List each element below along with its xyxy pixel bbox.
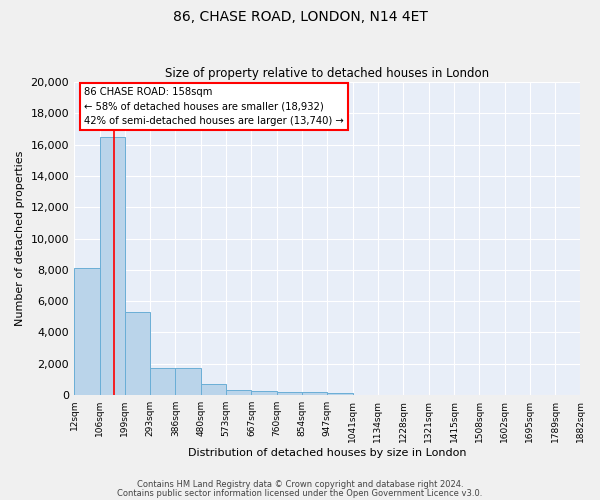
Bar (175, 368, 201, 395)
Bar (74, 268, 100, 395)
Text: Contains HM Land Registry data © Crown copyright and database right 2024.: Contains HM Land Registry data © Crown c… (137, 480, 463, 489)
Text: 86 CHASE ROAD: 158sqm
← 58% of detached houses are smaller (18,932)
42% of semi-: 86 CHASE ROAD: 158sqm ← 58% of detached … (84, 86, 344, 126)
Bar (251, 391, 277, 395)
Bar (226, 390, 251, 395)
Bar (125, 312, 150, 395)
Bar (150, 368, 175, 395)
Bar (277, 392, 302, 395)
Bar (327, 392, 353, 395)
Bar (302, 392, 327, 395)
Text: 86, CHASE ROAD, LONDON, N14 4ET: 86, CHASE ROAD, LONDON, N14 4ET (173, 10, 427, 24)
Text: Contains public sector information licensed under the Open Government Licence v3: Contains public sector information licen… (118, 488, 482, 498)
Bar (201, 384, 226, 395)
Y-axis label: Number of detached properties: Number of detached properties (15, 151, 25, 326)
X-axis label: Distribution of detached houses by size in London: Distribution of detached houses by size … (188, 448, 467, 458)
Title: Size of property relative to detached houses in London: Size of property relative to detached ho… (165, 66, 490, 80)
Bar (100, 137, 125, 395)
